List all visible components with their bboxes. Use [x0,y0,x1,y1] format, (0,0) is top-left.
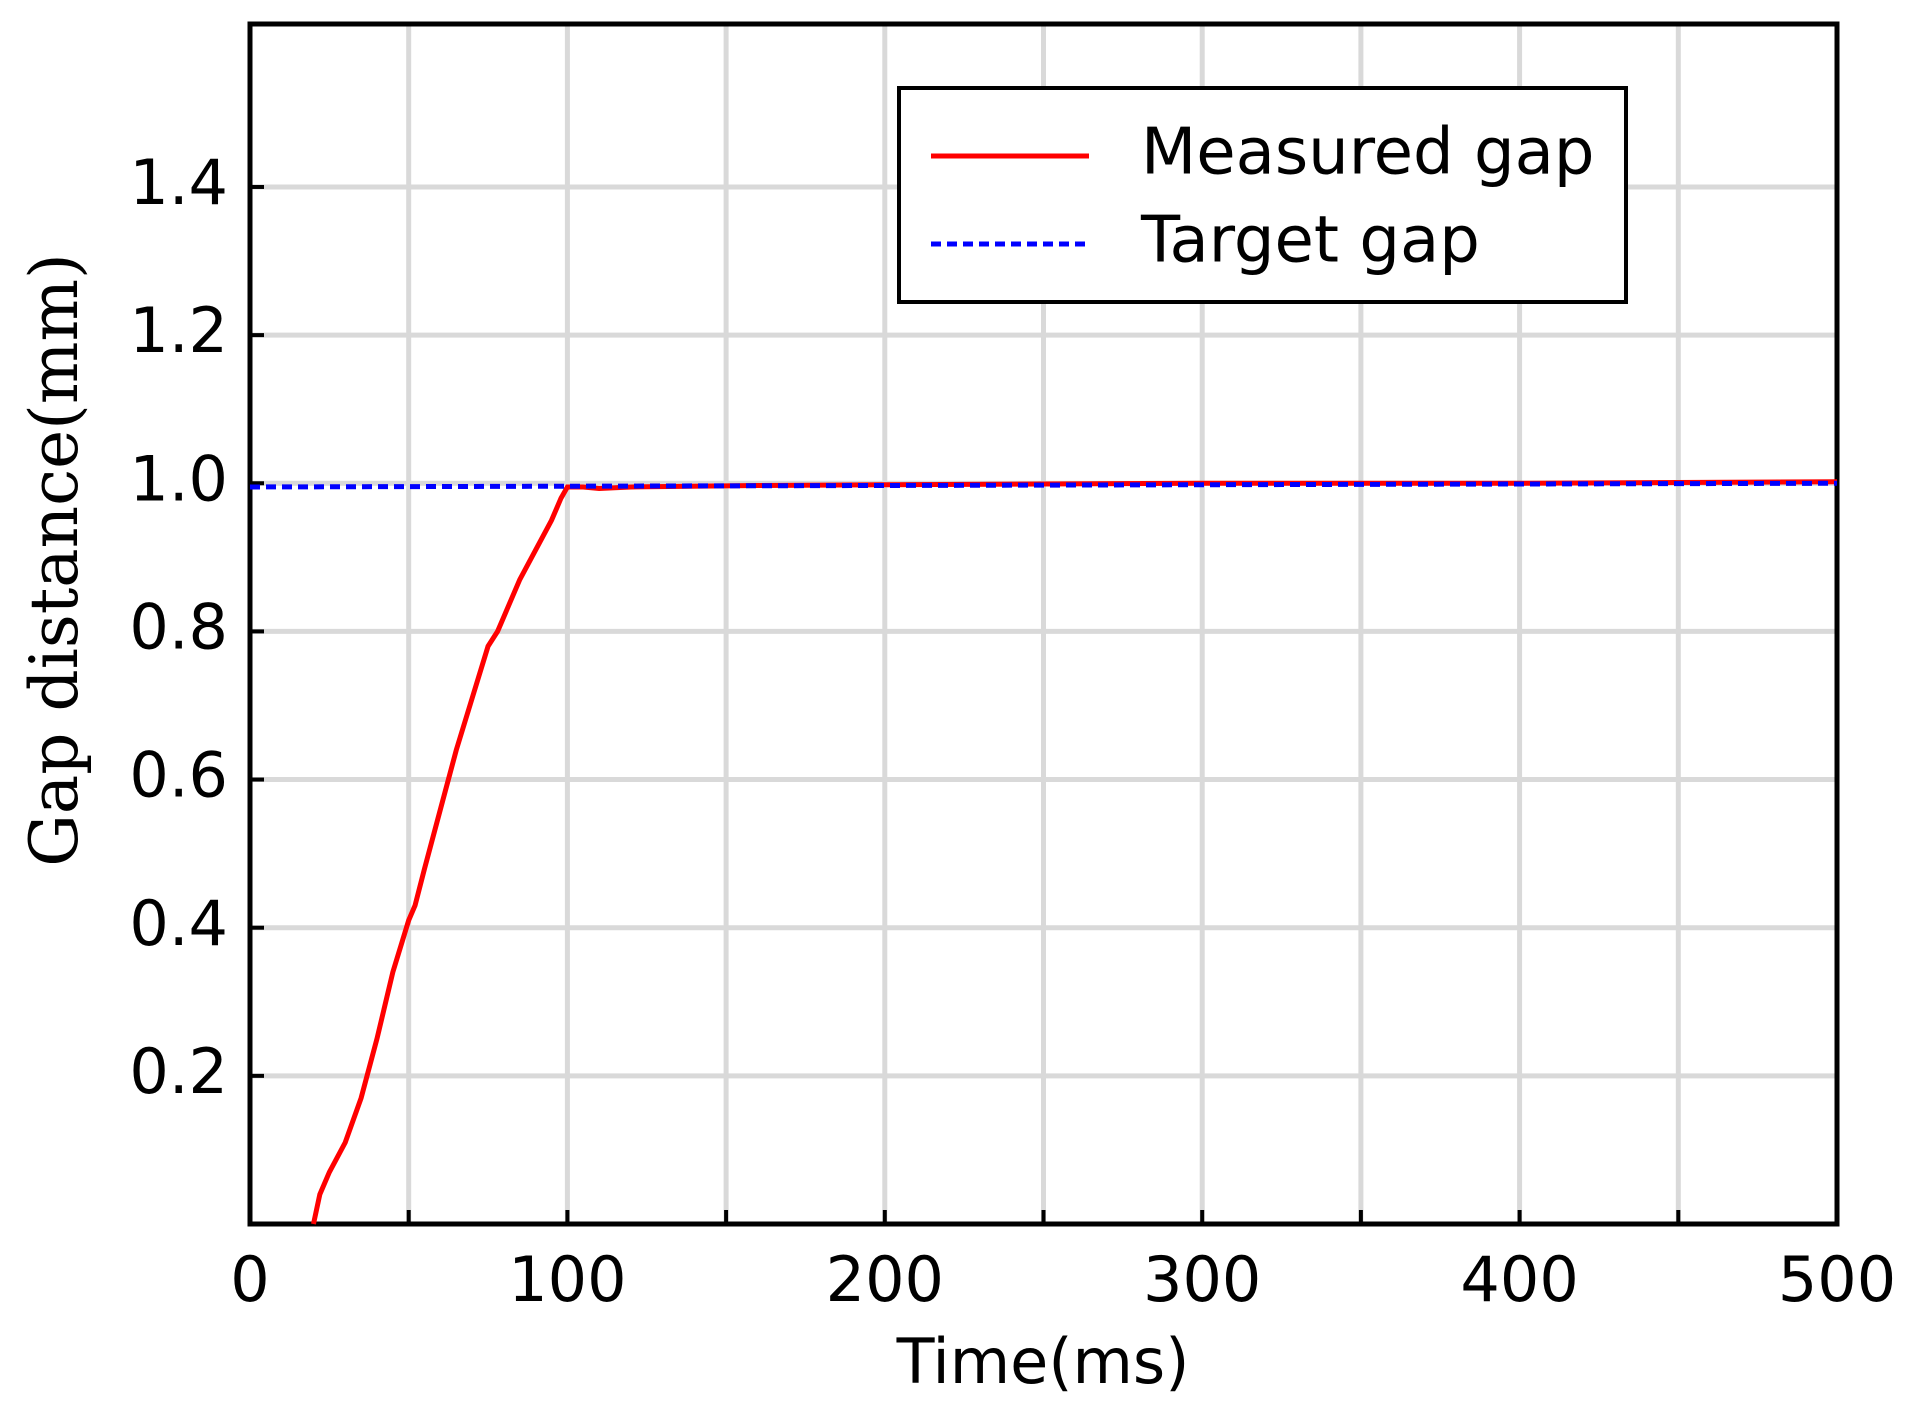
plot-frame [247,21,1840,1227]
legend-label: Target gap [1140,204,1480,278]
x-tick-label: 0 [230,1243,269,1316]
x-axis-label: Time(ms) [896,1325,1190,1398]
y-tick-label: 0.6 [129,739,228,812]
data-line [249,480,1838,490]
x-tick-label: 100 [508,1243,626,1316]
x-tick-label: 500 [1778,1243,1896,1316]
y-tick-label: 1.2 [129,294,228,367]
y-tick-label: 0.2 [129,1035,228,1108]
data-line [311,479,1838,1225]
y-tick-label: 0.8 [129,591,228,664]
y-axis-label: Gap distance(mm) [16,253,93,867]
x-tick-label: 200 [826,1243,944,1316]
legend-label: Measured gap [1141,116,1594,190]
x-tick-label: 400 [1460,1243,1578,1316]
y-tick-label: 1.4 [129,146,228,219]
y-tick-label: 0.4 [129,887,228,960]
legend-box [897,86,1628,304]
y-tick-label: 1.0 [129,442,228,515]
x-tick-label: 300 [1143,1243,1261,1316]
